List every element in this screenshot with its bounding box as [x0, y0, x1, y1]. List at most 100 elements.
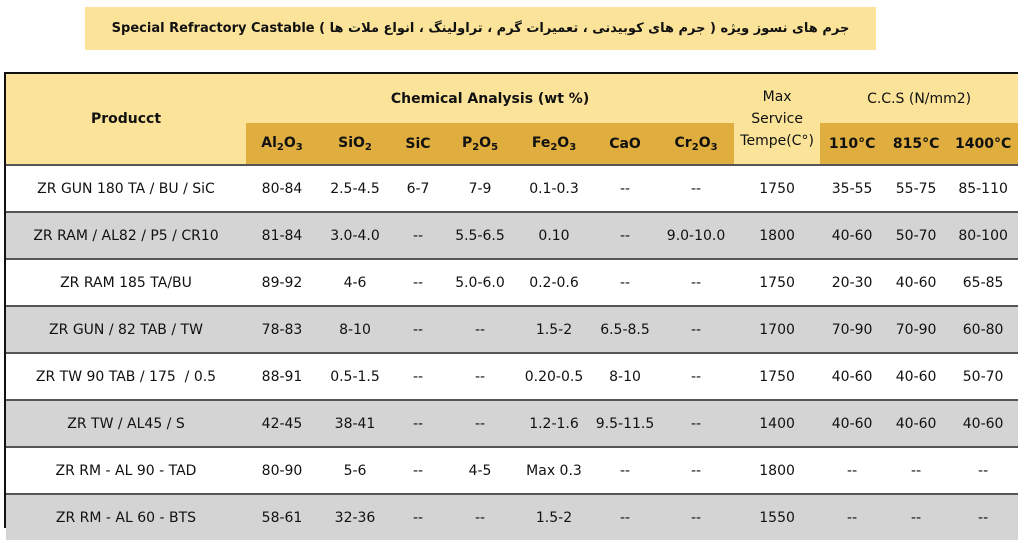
cell-cr2o3: -- — [658, 399, 735, 447]
cell-product: ZR RAM 185 TA/BU — [6, 258, 246, 306]
col-fe2o3: Fe2O3 — [516, 123, 592, 165]
cell-al2o3: 88-91 — [246, 352, 318, 400]
ccs-header: C.C.S (N/mm2) — [820, 74, 1019, 123]
cell-ccs-1400: 50-70 — [948, 352, 1019, 400]
cell-sio2: 32-36 — [318, 493, 392, 540]
cell-cr2o3: -- — [658, 352, 735, 400]
cell-cao: -- — [592, 164, 658, 212]
cell-ccs-815: 50-70 — [884, 211, 949, 259]
cell-ccs-1400: 85-110 — [948, 164, 1019, 212]
cell-sio2: 38-41 — [318, 399, 392, 447]
cell-fe2o3: 1.5-2 — [516, 305, 592, 353]
cell-fe2o3: 1.5-2 — [516, 493, 592, 540]
cell-product: ZR RAM / AL82 / P5 / CR10 — [6, 211, 246, 259]
cell-al2o3: 42-45 — [246, 399, 318, 447]
cell-cr2o3: -- — [658, 164, 735, 212]
cell-cr2o3: 9.0-10.0 — [658, 211, 735, 259]
cell-max-temp: 1800 — [734, 211, 821, 259]
col-p2o5: P2O5 — [444, 123, 516, 165]
cell-ccs-110: -- — [820, 493, 885, 540]
cell-sic: -- — [392, 211, 444, 259]
cell-sic: -- — [392, 399, 444, 447]
title-banner: جرم های نسوز ویژه ( جرم های کوبیدنی ، تع… — [85, 7, 876, 50]
cell-cr2o3: -- — [658, 493, 735, 540]
cell-ccs-1400: -- — [948, 446, 1019, 494]
col-ccs-1400: 1400°C — [948, 123, 1019, 165]
cell-sic: -- — [392, 305, 444, 353]
cell-ccs-1400: 60-80 — [948, 305, 1019, 353]
col-al2o3: Al2O3 — [246, 123, 318, 165]
cell-max-temp: 1550 — [734, 493, 821, 540]
cell-p2o5: 5.0-6.0 — [444, 258, 516, 306]
cell-sic: -- — [392, 352, 444, 400]
cell-max-temp: 1750 — [734, 164, 821, 212]
cell-p2o5: 4-5 — [444, 446, 516, 494]
table-row: ZR GUN 180 TA / BU / SiC 80-84 2.5-4.5 6… — [6, 164, 1019, 212]
table-row: ZR TW / AL45 / S 42-45 38-41 -- -- 1.2-1… — [6, 399, 1019, 447]
cell-p2o5: -- — [444, 399, 516, 447]
cell-p2o5: 7-9 — [444, 164, 516, 212]
cell-al2o3: 58-61 — [246, 493, 318, 540]
cell-ccs-110: 20-30 — [820, 258, 885, 306]
cell-fe2o3: 1.2-1.6 — [516, 399, 592, 447]
cell-ccs-1400: 40-60 — [948, 399, 1019, 447]
table-row: ZR RAM 185 TA/BU 89-92 4-6 -- 5.0-6.0 0.… — [6, 258, 1019, 306]
cell-product: ZR GUN 180 TA / BU / SiC — [6, 164, 246, 212]
cell-fe2o3: 0.20-0.5 — [516, 352, 592, 400]
cell-cao: -- — [592, 493, 658, 540]
cell-max-temp: 1400 — [734, 399, 821, 447]
cell-p2o5: 5.5-6.5 — [444, 211, 516, 259]
cell-cao: 8-10 — [592, 352, 658, 400]
cell-product: ZR RM - AL 60 - BTS — [6, 493, 246, 540]
cell-ccs-1400: 65-85 — [948, 258, 1019, 306]
cell-product: ZR RM - AL 90 - TAD — [6, 446, 246, 494]
max-service-line-2: Service — [751, 111, 803, 127]
cell-ccs-110: 70-90 — [820, 305, 885, 353]
table-row: ZR TW 90 TAB / 175 / 0.5 88-91 0.5-1.5 -… — [6, 352, 1019, 400]
table-row: ZR RM - AL 60 - BTS 58-61 32-36 -- -- 1.… — [6, 493, 1019, 540]
max-service-line-1: Max — [762, 89, 792, 105]
cell-sio2: 0.5-1.5 — [318, 352, 392, 400]
refractory-table: Producct Chemical Analysis (wt %) Max Se… — [4, 72, 1019, 540]
cell-ccs-815: 40-60 — [884, 399, 949, 447]
cell-max-temp: 1800 — [734, 446, 821, 494]
cell-ccs-110: 35-55 — [820, 164, 885, 212]
cell-al2o3: 80-90 — [246, 446, 318, 494]
cell-p2o5: -- — [444, 305, 516, 353]
cell-ccs-815: -- — [884, 446, 949, 494]
cell-ccs-1400: -- — [948, 493, 1019, 540]
cell-sio2: 4-6 — [318, 258, 392, 306]
cell-product: ZR TW / AL45 / S — [6, 399, 246, 447]
cell-max-temp: 1750 — [734, 352, 821, 400]
cell-sio2: 3.0-4.0 — [318, 211, 392, 259]
cell-sic: 6-7 — [392, 164, 444, 212]
cell-cao: -- — [592, 258, 658, 306]
cell-ccs-110: 40-60 — [820, 352, 885, 400]
cell-product: ZR TW 90 TAB / 175 / 0.5 — [6, 352, 246, 400]
cell-max-temp: 1700 — [734, 305, 821, 353]
cell-cr2o3: -- — [658, 446, 735, 494]
page-title: جرم های نسوز ویژه ( جرم های کوبیدنی ، تع… — [111, 21, 850, 36]
cell-fe2o3: 0.2-0.6 — [516, 258, 592, 306]
cell-fe2o3: 0.1-0.3 — [516, 164, 592, 212]
cell-sio2: 2.5-4.5 — [318, 164, 392, 212]
product-header: Producct — [6, 74, 246, 165]
header-row-1: Producct Chemical Analysis (wt %) Max Se… — [6, 74, 1019, 165]
cell-ccs-110: -- — [820, 446, 885, 494]
table-row: ZR RM - AL 90 - TAD 80-90 5-6 -- 4-5 Max… — [6, 446, 1019, 494]
max-service-header: Max Service Tempe(C°) — [734, 74, 821, 165]
data-table: Producct Chemical Analysis (wt %) Max Se… — [6, 74, 1019, 540]
cell-sio2: 5-6 — [318, 446, 392, 494]
cell-cao: -- — [592, 446, 658, 494]
max-service-line-3: Tempe(C°) — [740, 133, 814, 149]
cell-al2o3: 78-83 — [246, 305, 318, 353]
cell-fe2o3: 0.10 — [516, 211, 592, 259]
cell-ccs-815: 70-90 — [884, 305, 949, 353]
chemical-analysis-header: Chemical Analysis (wt %) — [246, 74, 735, 123]
cell-ccs-815: 55-75 — [884, 164, 949, 212]
cell-fe2o3: Max 0.3 — [516, 446, 592, 494]
cell-al2o3: 80-84 — [246, 164, 318, 212]
cell-p2o5: -- — [444, 493, 516, 540]
cell-ccs-815: 40-60 — [884, 352, 949, 400]
cell-ccs-110: 40-60 — [820, 399, 885, 447]
